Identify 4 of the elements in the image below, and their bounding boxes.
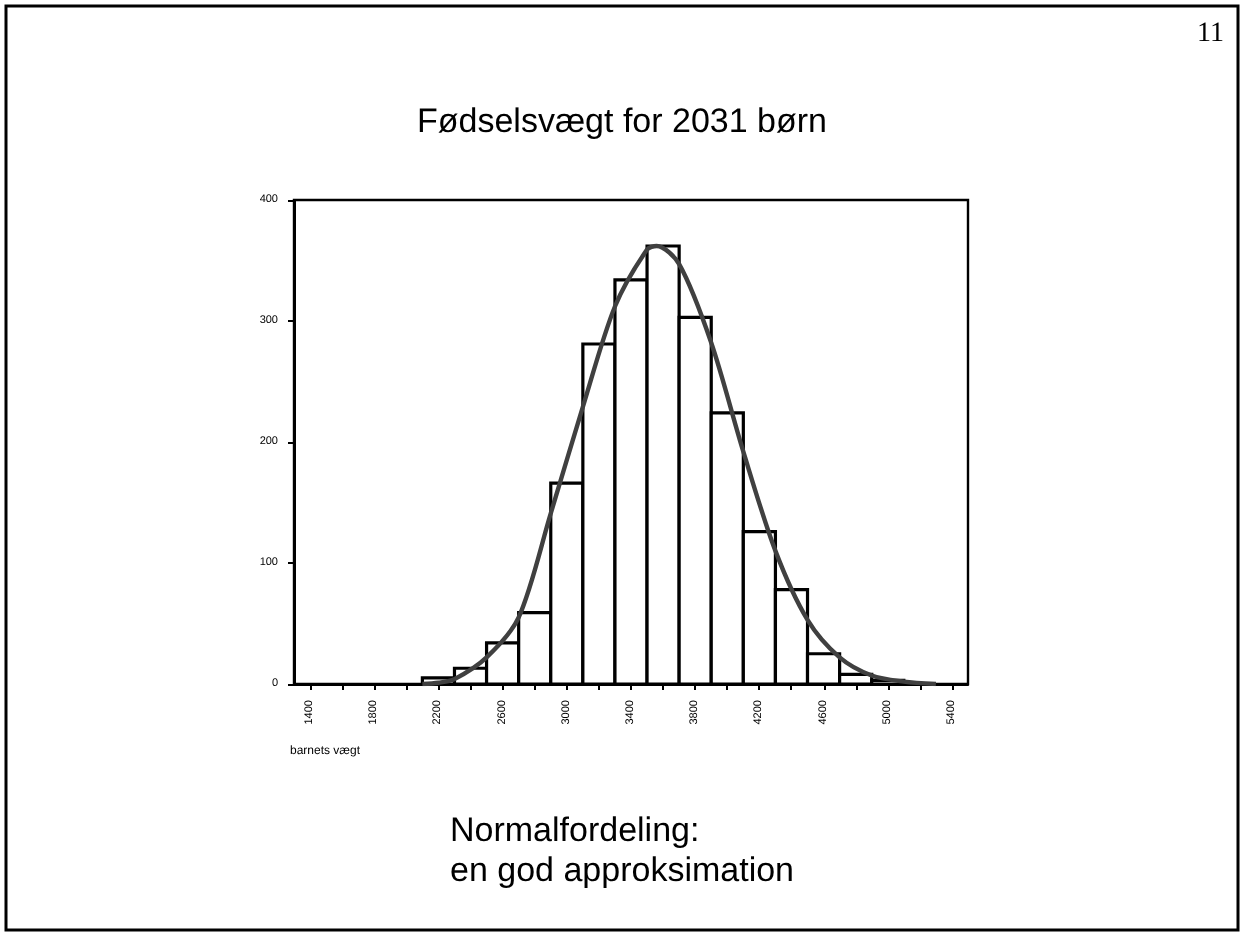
text: Normalfordeling: en god approksimation [450,811,795,889]
chart-title: Fødselsvægt for 2031 børn [416,102,828,140]
text: 11 [1197,19,1225,49]
line-series [420,243,939,687]
